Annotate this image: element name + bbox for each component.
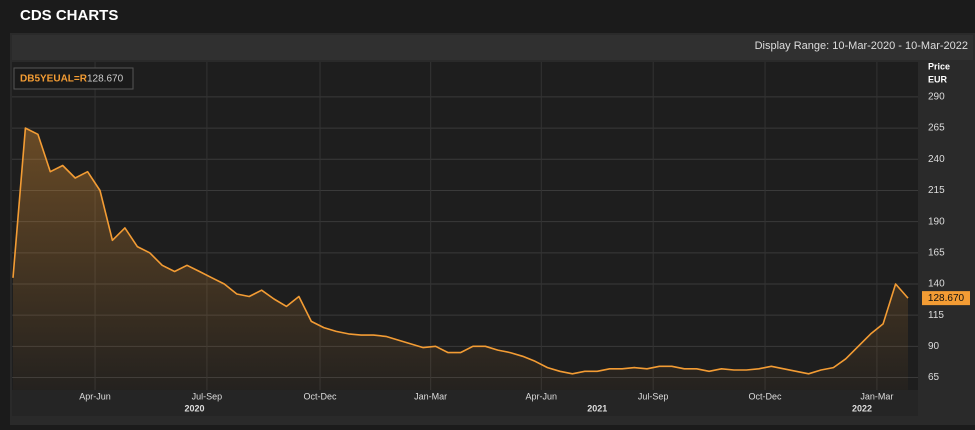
legend-box <box>13 67 134 90</box>
x-year-label: 2022 <box>852 403 872 413</box>
display-range: Display Range: 10-Mar-2020 - 10-Mar-2022 <box>755 40 968 52</box>
x-tick-label: Jul-Sep <box>638 391 669 401</box>
x-tick-label: Jan-Mar <box>414 391 447 401</box>
y-tick-label: 190 <box>928 216 945 227</box>
plot <box>12 127 909 390</box>
x-tick-label: Apr-Jun <box>79 391 111 401</box>
axes: 65 90 115 140 165 190 215 240 265 290 Apr-Jun Jul-S… <box>79 92 970 413</box>
y-axis-label: Price <box>928 61 950 71</box>
area <box>13 128 908 390</box>
y-tick-label: 165 <box>928 247 945 258</box>
x-tick-label: Oct-Dec <box>304 391 338 401</box>
page-title: CDS CHARTS <box>20 7 118 24</box>
y-tick-label: 115 <box>928 310 944 321</box>
x-axis-band <box>12 390 918 416</box>
current-value-box <box>922 291 970 306</box>
y-tick-label: 65 <box>928 372 940 383</box>
x-tick-label: Apr-Jun <box>526 391 558 401</box>
x-year-label: 2021 <box>587 403 607 413</box>
x-tick-label: Oct-Dec <box>749 391 783 401</box>
y-tick-label: 290 <box>928 92 945 103</box>
current-value-label: 128.670 <box>928 293 965 304</box>
x-year-label: 2020 <box>184 403 204 413</box>
y-tick-label: 240 <box>928 154 945 165</box>
y-tick-label: 215 <box>928 185 945 196</box>
y-tick-label: 140 <box>928 279 945 290</box>
panel-header <box>12 35 973 60</box>
legend-series: DB5YEUAL=R <box>20 74 88 85</box>
line <box>12 127 909 375</box>
x-tick-label: Jan-Mar <box>860 391 893 401</box>
y-tick-label: 265 <box>928 123 945 134</box>
x-tick-label: Jul-Sep <box>192 391 223 401</box>
y-axis-unit: EUR <box>928 74 948 84</box>
legend-value: 128.670 <box>87 74 124 85</box>
y-tick-label: 90 <box>928 341 940 352</box>
